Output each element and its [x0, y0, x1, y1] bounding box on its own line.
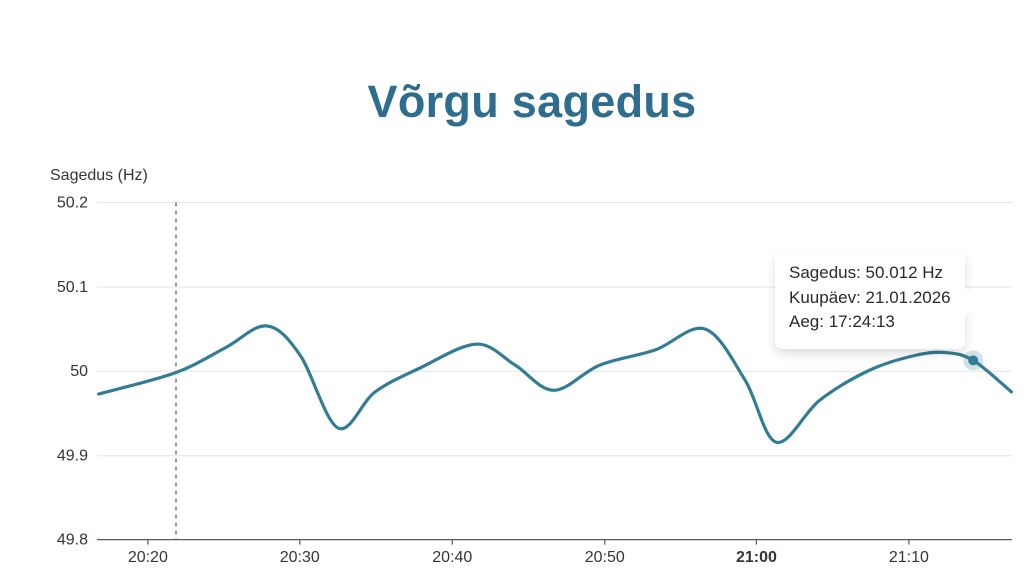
svg-text:50.1: 50.1: [57, 279, 88, 296]
svg-text:49.9: 49.9: [57, 448, 88, 465]
svg-text:50: 50: [70, 363, 88, 380]
svg-text:20:50: 20:50: [585, 549, 625, 566]
svg-text:20:20: 20:20: [128, 549, 168, 566]
svg-text:49.8: 49.8: [57, 532, 88, 549]
svg-text:50.2: 50.2: [57, 195, 88, 212]
svg-text:20:40: 20:40: [432, 549, 472, 566]
svg-text:21:00: 21:00: [736, 549, 777, 566]
svg-text:Sagedus (Hz): Sagedus (Hz): [50, 167, 148, 184]
svg-text:20:30: 20:30: [280, 549, 320, 566]
svg-text:21:10: 21:10: [889, 549, 929, 566]
